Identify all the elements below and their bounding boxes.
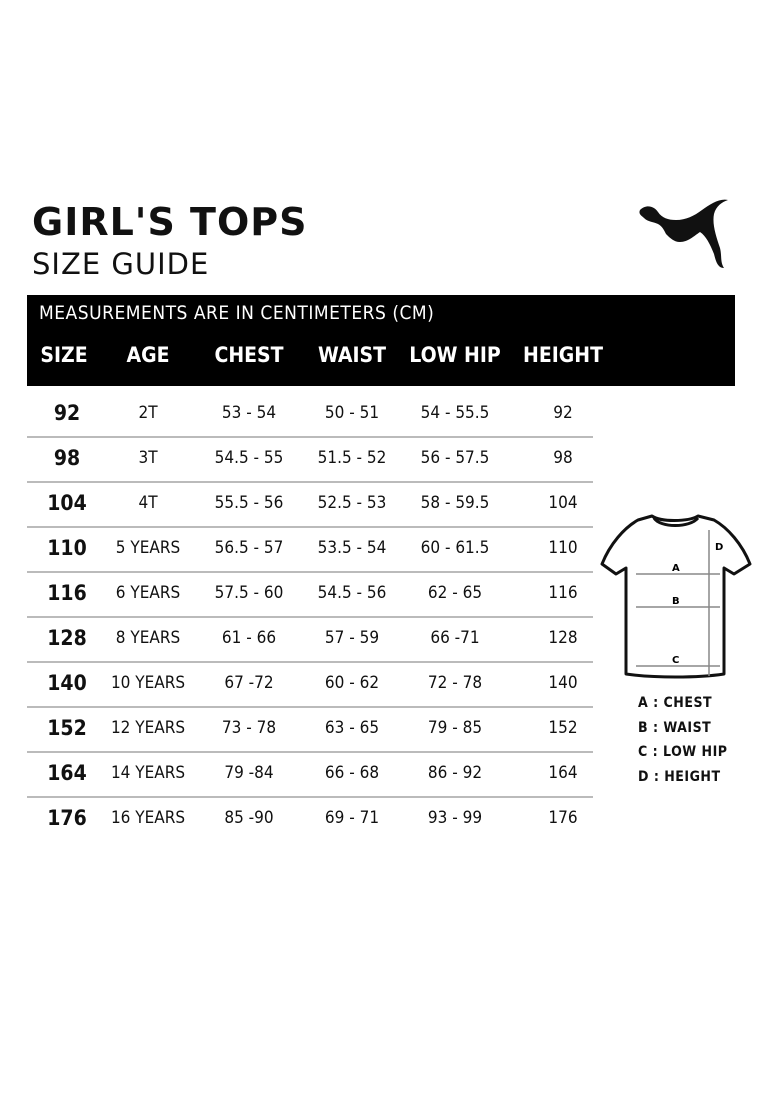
cell-height: 152 bbox=[548, 718, 578, 738]
cell-height: 98 bbox=[553, 448, 573, 468]
cell-height: 110 bbox=[548, 538, 578, 558]
table-row: 116 6 YEARS 57.5 - 60 54.5 - 56 62 - 65 116 bbox=[27, 571, 593, 618]
cell-age: 4T bbox=[138, 493, 158, 513]
table-row: 98 3T 54.5 - 55 51.5 - 52 56 - 57.5 98 bbox=[27, 436, 593, 483]
column-header-waist: WAIST bbox=[317, 343, 387, 367]
cell-age: 6 YEARS bbox=[115, 583, 181, 603]
table-header-band: MEASUREMENTS ARE IN CENTIMETERS (CM) SIZ… bbox=[27, 295, 735, 386]
cell-chest: 73 - 78 bbox=[221, 718, 277, 738]
cell-size: 104 bbox=[47, 491, 87, 515]
cell-age: 14 YEARS bbox=[110, 763, 186, 783]
cell-waist: 51.5 - 52 bbox=[317, 448, 387, 468]
cell-low-hip: 62 - 65 bbox=[427, 583, 483, 603]
cell-waist: 50 - 51 bbox=[324, 403, 380, 423]
cell-size: 164 bbox=[47, 761, 87, 785]
cell-waist: 66 - 68 bbox=[324, 763, 380, 783]
diagram-legend: A : CHEST B : WAIST C : LOW HIP D : HEIG… bbox=[638, 695, 728, 793]
cell-age: 10 YEARS bbox=[110, 673, 186, 693]
label-a: A bbox=[672, 563, 680, 574]
cell-size: 98 bbox=[53, 446, 81, 470]
table-row: 92 2T 53 - 54 50 - 51 54 - 55.5 92 bbox=[27, 391, 593, 438]
tshirt-diagram: A B C D bbox=[600, 514, 752, 679]
cell-age: 3T bbox=[138, 448, 158, 468]
cell-low-hip: 56 - 57.5 bbox=[420, 448, 490, 468]
cell-size: 128 bbox=[47, 626, 87, 650]
column-header-size: SIZE bbox=[40, 343, 88, 367]
cell-chest: 85 -90 bbox=[224, 808, 274, 828]
cell-size: 152 bbox=[47, 716, 87, 740]
column-header-chest: CHEST bbox=[214, 343, 284, 367]
cell-chest: 56.5 - 57 bbox=[214, 538, 284, 558]
cell-chest: 79 -84 bbox=[224, 763, 274, 783]
label-b: B bbox=[672, 596, 680, 607]
table-row: 128 8 YEARS 61 - 66 57 - 59 66 -71 128 bbox=[27, 616, 593, 663]
cell-waist: 60 - 62 bbox=[324, 673, 380, 693]
page-subtitle: SIZE GUIDE bbox=[32, 247, 210, 281]
cell-size: 92 bbox=[53, 401, 81, 425]
page-title: GIRL'S TOPS bbox=[32, 200, 308, 244]
cell-age: 12 YEARS bbox=[110, 718, 186, 738]
table-row: 110 5 YEARS 56.5 - 57 53.5 - 54 60 - 61.5 110 bbox=[27, 526, 593, 573]
cell-low-hip: 86 - 92 bbox=[427, 763, 483, 783]
cell-height: 92 bbox=[553, 403, 573, 423]
cell-height: 128 bbox=[548, 628, 578, 648]
legend-height: D : HEIGHT bbox=[638, 768, 721, 785]
cell-height: 116 bbox=[548, 583, 578, 603]
cell-waist: 54.5 - 56 bbox=[317, 583, 387, 603]
cell-height: 140 bbox=[548, 673, 578, 693]
cell-size: 140 bbox=[47, 671, 87, 695]
cell-waist: 69 - 71 bbox=[324, 808, 380, 828]
cell-chest: 53 - 54 bbox=[221, 403, 277, 423]
cell-size: 116 bbox=[47, 581, 87, 605]
cell-low-hip: 93 - 99 bbox=[427, 808, 483, 828]
legend-low-hip: C : LOW HIP bbox=[638, 744, 728, 760]
legend-chest: A : CHEST bbox=[638, 695, 713, 711]
cell-age: 2T bbox=[138, 403, 158, 423]
cell-low-hip: 66 -71 bbox=[430, 628, 480, 648]
table-row: 176 16 YEARS 85 -90 69 - 71 93 - 99 176 bbox=[27, 796, 593, 841]
cell-low-hip: 54 - 55.5 bbox=[420, 403, 490, 423]
cell-low-hip: 79 - 85 bbox=[427, 718, 483, 738]
cell-chest: 54.5 - 55 bbox=[214, 448, 284, 468]
cell-waist: 53.5 - 54 bbox=[317, 538, 387, 558]
cell-chest: 57.5 - 60 bbox=[214, 583, 284, 603]
cell-waist: 63 - 65 bbox=[324, 718, 380, 738]
column-header-low-hip: LOW HIP bbox=[409, 343, 501, 367]
cell-age: 5 YEARS bbox=[115, 538, 181, 558]
cell-height: 104 bbox=[548, 493, 578, 513]
cell-low-hip: 60 - 61.5 bbox=[420, 538, 490, 558]
cell-chest: 61 - 66 bbox=[221, 628, 277, 648]
legend-waist: B : WAIST bbox=[638, 719, 712, 736]
cell-size: 176 bbox=[47, 806, 87, 830]
units-note: MEASUREMENTS ARE IN CENTIMETERS (CM) bbox=[39, 302, 435, 324]
cell-age: 16 YEARS bbox=[110, 808, 186, 828]
puma-logo-icon bbox=[639, 199, 728, 268]
table-row: 164 14 YEARS 79 -84 66 - 68 86 - 92 164 bbox=[27, 751, 593, 798]
table-row: 152 12 YEARS 73 - 78 63 - 65 79 - 85 152 bbox=[27, 706, 593, 753]
column-header-height: HEIGHT bbox=[523, 343, 603, 367]
table-row: 140 10 YEARS 67 -72 60 - 62 72 - 78 140 bbox=[27, 661, 593, 708]
table-row: 104 4T 55.5 - 56 52.5 - 53 58 - 59.5 104 bbox=[27, 481, 593, 528]
cell-low-hip: 72 - 78 bbox=[427, 673, 483, 693]
cell-waist: 52.5 - 53 bbox=[317, 493, 387, 513]
cell-waist: 57 - 59 bbox=[324, 628, 380, 648]
cell-chest: 67 -72 bbox=[224, 673, 274, 693]
column-header-age: AGE bbox=[126, 343, 170, 367]
label-d: D bbox=[715, 542, 723, 553]
cell-height: 164 bbox=[548, 763, 578, 783]
cell-age: 8 YEARS bbox=[115, 628, 181, 648]
cell-low-hip: 58 - 59.5 bbox=[420, 493, 490, 513]
cell-height: 176 bbox=[548, 808, 578, 828]
cell-chest: 55.5 - 56 bbox=[214, 493, 284, 513]
label-c: C bbox=[672, 655, 679, 666]
cell-size: 110 bbox=[47, 536, 87, 560]
